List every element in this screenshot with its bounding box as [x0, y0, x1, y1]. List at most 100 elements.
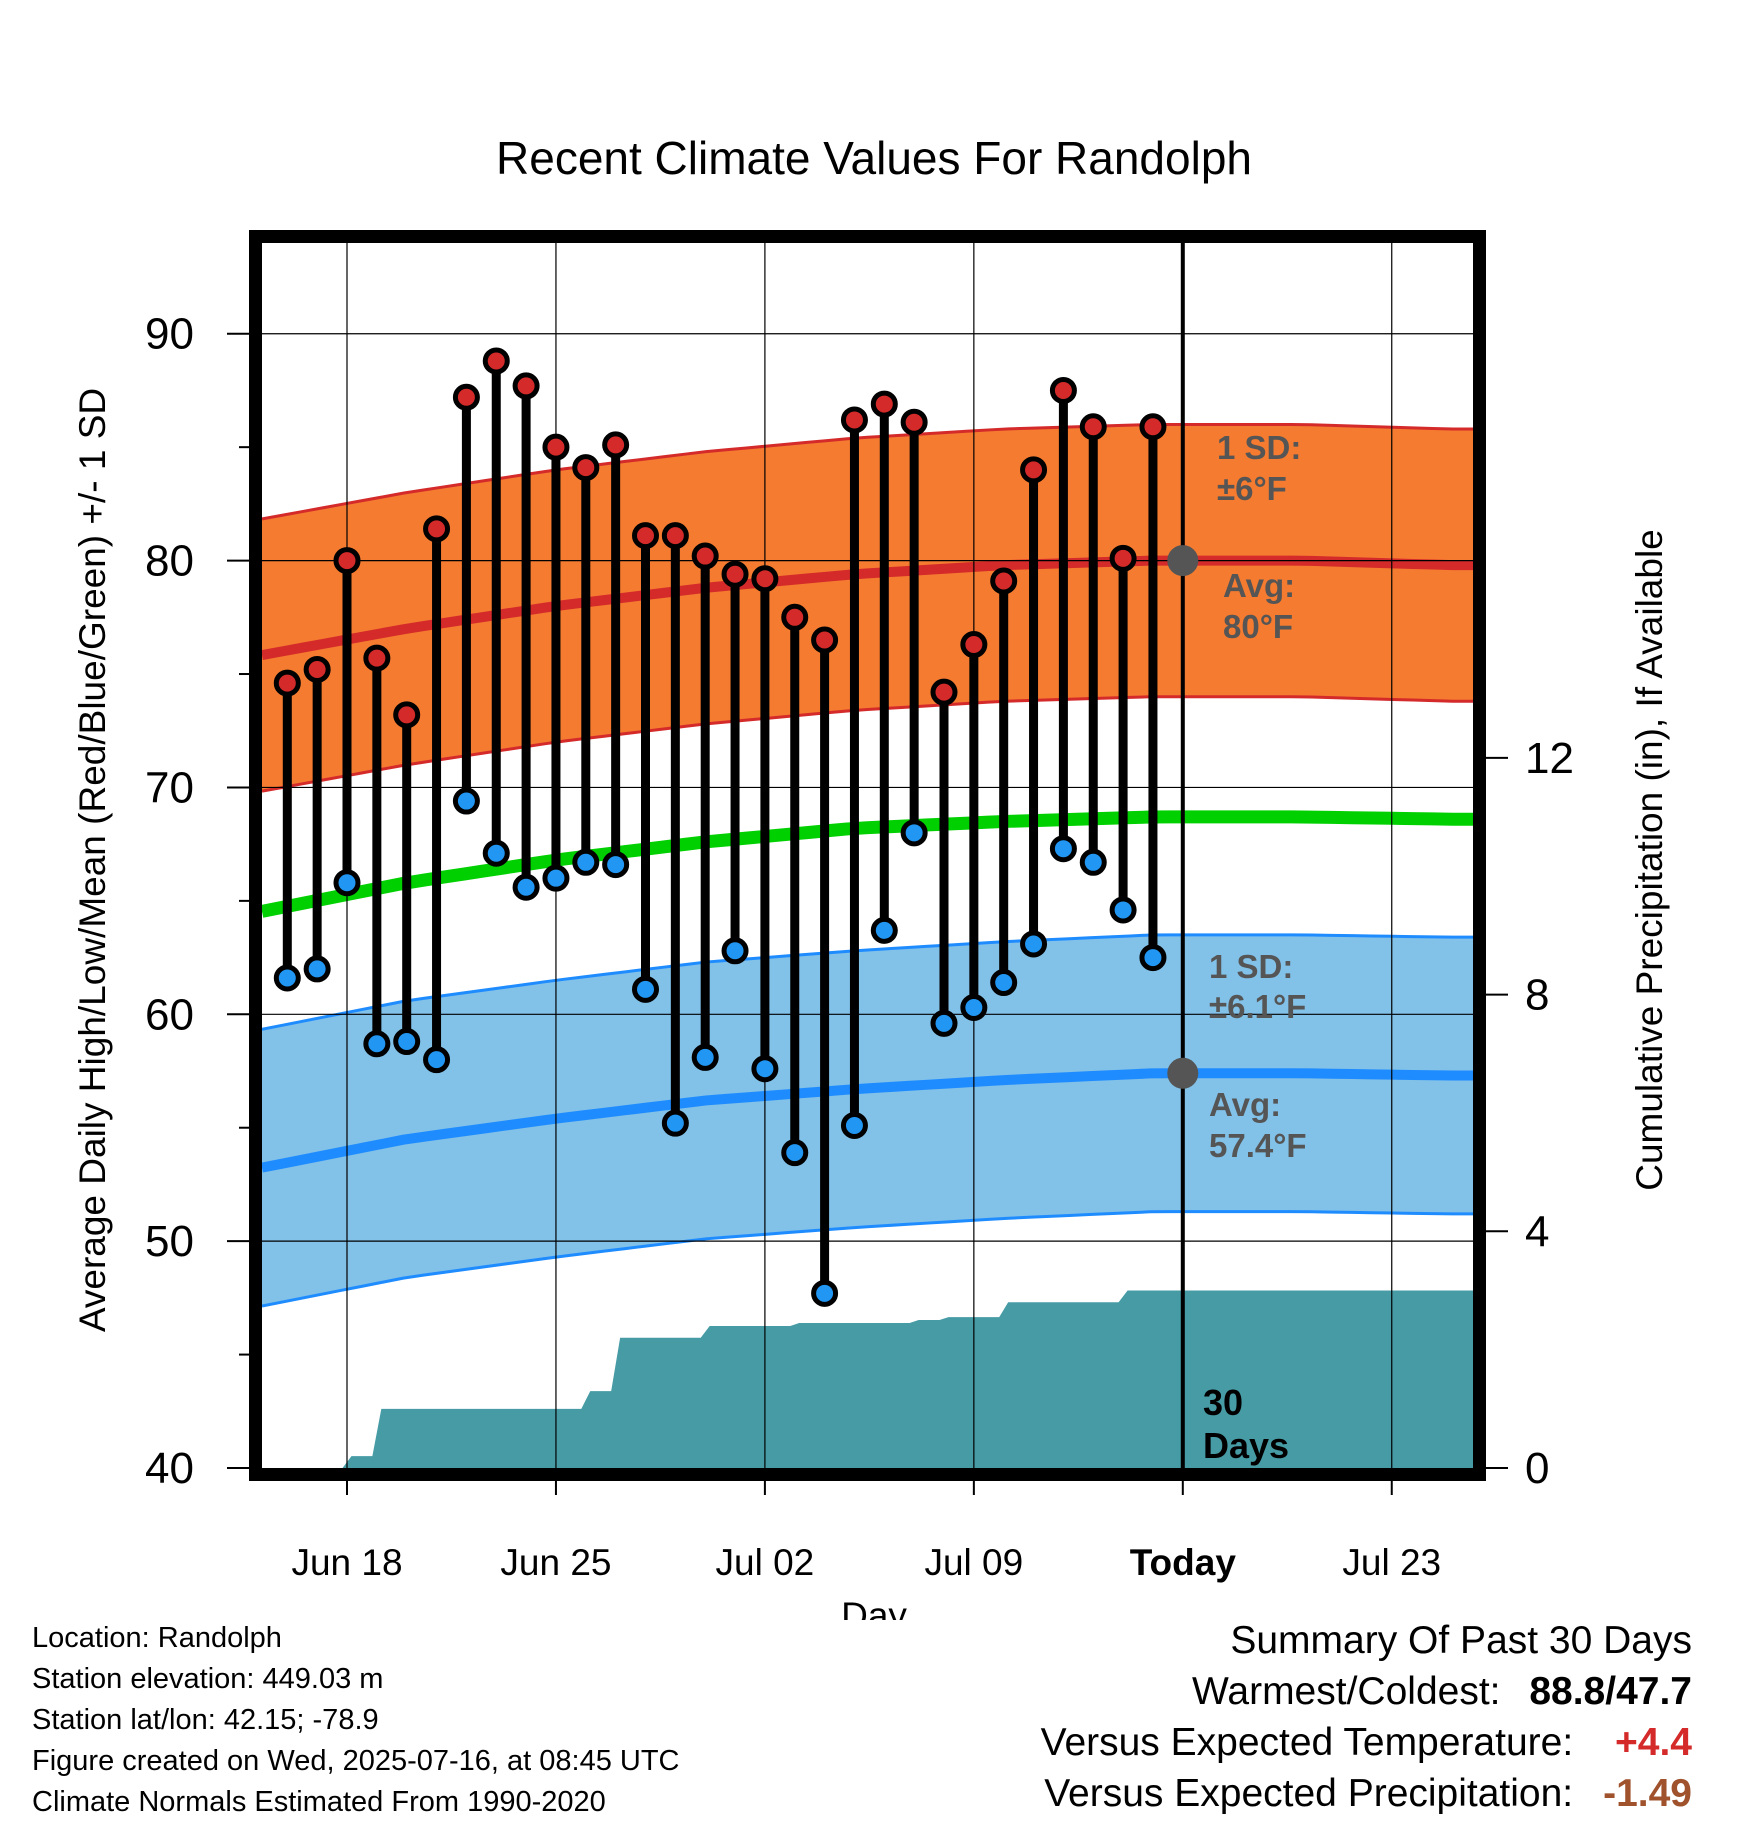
y-tick-label: 60: [145, 990, 194, 1039]
created-text: Figure created on Wed, 2025-07-16, at 08…: [32, 1745, 680, 1777]
today-high-avg-marker: [1167, 545, 1199, 577]
low-temp-point: [303, 955, 331, 983]
high-sd-band: [262, 424, 1473, 792]
period-days-annotation: Days: [1203, 1425, 1289, 1466]
low-temp-point: [632, 975, 659, 1003]
low-temp-point: [1109, 896, 1137, 924]
x-tick-label: Jun 25: [500, 1542, 611, 1583]
high-temp-point: [273, 669, 301, 697]
low-temp-point: [751, 1055, 779, 1083]
high-temp-point: [1049, 376, 1077, 404]
high-temp-point: [661, 522, 689, 550]
y-tick-label: 90: [145, 310, 194, 359]
today-low-avg-marker: [1167, 1057, 1199, 1089]
high-temp-point: [721, 560, 749, 588]
latlon-text: Station lat/lon: 42.15; -78.9: [32, 1704, 379, 1736]
low-temp-point: [1139, 944, 1167, 972]
warm-cold-value: 88.8/47.7: [1529, 1670, 1692, 1713]
high-temp-point: [423, 515, 451, 543]
high-temp-point: [990, 567, 1018, 595]
low-temp-point: [990, 969, 1018, 997]
y2-tick-label: 12: [1525, 734, 1574, 783]
low-temp-point: [542, 864, 570, 892]
normals-text: Climate Normals Estimated From 1990-2020: [32, 1786, 606, 1818]
plot-frame: [249, 230, 1486, 1481]
y2-tick-label: 4: [1525, 1207, 1549, 1256]
plot-interior: [262, 243, 1473, 1468]
high-temp-point: [1109, 544, 1137, 572]
high-temp-point: [333, 547, 361, 575]
low-temp-point: [602, 851, 630, 879]
x-axis-label: Day: [841, 1595, 907, 1620]
high-avg-annotation: Avg:: [1223, 567, 1295, 604]
low-temp-point: [423, 1046, 451, 1074]
elevation-text: Station elevation: 449.03 m: [32, 1663, 384, 1695]
temp-anomaly-row: Versus Expected Temperature: +4.4: [1041, 1717, 1692, 1768]
high-avg-value-annotation: 80°F: [1223, 608, 1293, 645]
low-sd-band-lower-edge: [262, 1210, 1473, 1308]
high-temp-point: [960, 631, 988, 659]
low-temp-point: [1079, 848, 1107, 876]
high-temp-point: [393, 701, 421, 729]
temp-anomaly-value: +4.4: [1615, 1721, 1692, 1764]
high-sd-value-annotation: ±6°F: [1217, 470, 1287, 507]
x-tick-label: Jun 18: [291, 1542, 402, 1583]
high-temp-point: [930, 678, 958, 706]
low-temp-point: [452, 787, 480, 815]
low-normal-line: [262, 1068, 1473, 1173]
chart-title: Recent Climate Values For Randolph: [496, 132, 1252, 184]
x-tick-label: Jul 23: [1342, 1542, 1441, 1583]
low-temp-point: [811, 1279, 839, 1307]
low-temp-point: [393, 1028, 421, 1056]
high-temp-point: [781, 603, 809, 631]
location-text: Location: Randolph: [32, 1622, 282, 1654]
low-temp-point: [333, 869, 361, 897]
low-temp-point: [273, 964, 301, 992]
low-temp-point: [691, 1043, 719, 1071]
low-temp-point: [1020, 930, 1048, 958]
station-info: Location: Randolph Station elevation: 44…: [32, 1618, 680, 1823]
low-temp-point: [363, 1030, 391, 1058]
high-temp-point: [811, 626, 839, 654]
high-temp-point: [572, 454, 600, 482]
precip-anomaly-label: Versus Expected Precipitation:: [1044, 1772, 1574, 1815]
y-tick-label: 80: [145, 537, 194, 586]
high-temp-point: [303, 655, 331, 683]
low-avg-annotation: Avg:: [1209, 1086, 1281, 1123]
low-temp-point: [661, 1109, 689, 1137]
low-temp-point: [482, 839, 510, 867]
summary-panel: Summary Of Past 30 Days Warmest/Coldest:…: [1041, 1615, 1692, 1819]
low-temp-point: [572, 848, 600, 876]
high-temp-point: [1139, 413, 1167, 441]
high-temp-point: [542, 433, 570, 461]
low-temp-point: [900, 819, 928, 847]
warm-cold-label: Warmest/Coldest:: [1192, 1670, 1501, 1713]
temp-anomaly-label: Versus Expected Temperature:: [1040, 1721, 1574, 1764]
y2-tick-label: 8: [1525, 971, 1549, 1020]
high-temp-point: [1020, 456, 1048, 484]
high-temp-point: [870, 390, 898, 418]
low-temp-point: [840, 1111, 868, 1139]
y-axis-label: Average Daily High/Low/Mean (Red/Blue/Gr…: [72, 388, 113, 1332]
low-sd-band: [262, 934, 1473, 1307]
low-temp-point: [960, 993, 988, 1021]
low-temp-point: [1049, 835, 1077, 863]
precip-anomaly-row: Versus Expected Precipitation: -1.49: [1041, 1768, 1692, 1819]
high-temp-point: [512, 372, 540, 400]
high-temp-point: [900, 408, 928, 436]
mean-normal-line: [262, 810, 1473, 918]
y-tick-label: 70: [145, 763, 194, 812]
high-sd-annotation: 1 SD:: [1217, 429, 1301, 466]
y2-tick-label: 0: [1525, 1444, 1549, 1493]
warm-cold-row: Warmest/Coldest: 88.8/47.7: [1041, 1666, 1692, 1717]
precip-anomaly-value: -1.49: [1603, 1772, 1692, 1815]
high-temp-point: [602, 431, 630, 459]
high-temp-point: [363, 644, 391, 672]
low-sd-annotation: 1 SD:: [1209, 948, 1293, 985]
x-tick-label: Today: [1130, 1542, 1237, 1583]
high-temp-point: [632, 522, 659, 550]
low-sd-band-upper-edge: [262, 933, 1473, 1031]
high-temp-point: [1079, 413, 1107, 441]
